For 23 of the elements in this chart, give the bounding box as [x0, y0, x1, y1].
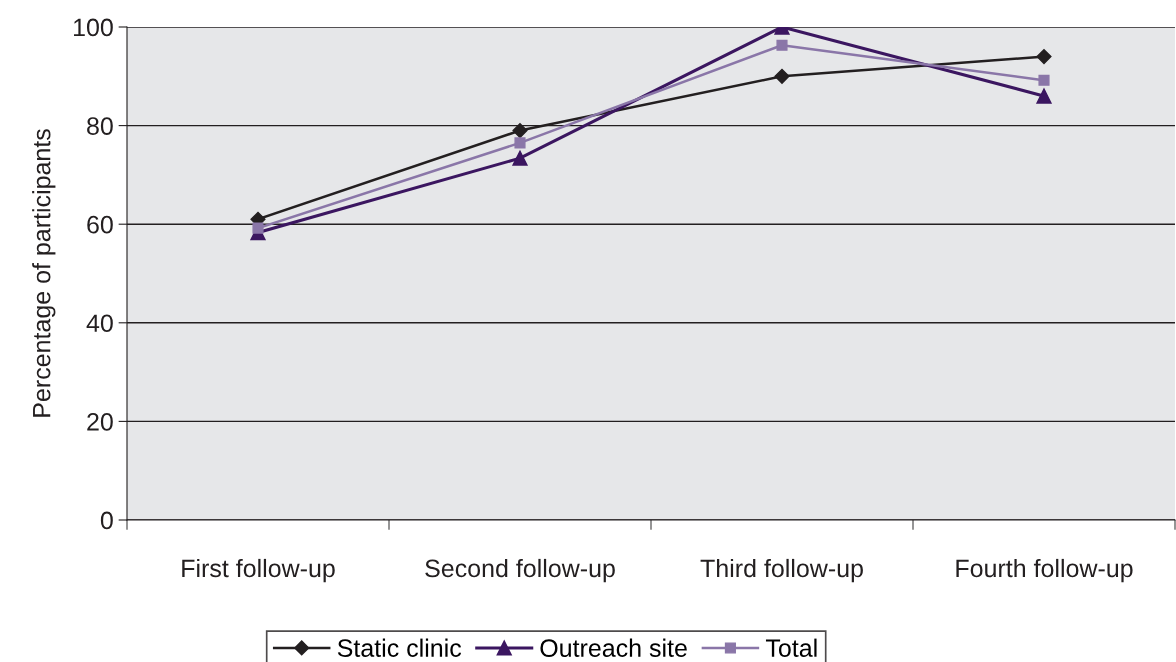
- y-tick-label: 80: [87, 117, 113, 135]
- y-tick-label: 20: [87, 413, 113, 431]
- y-tick-label: 0: [100, 511, 113, 530]
- point: [774, 68, 790, 84]
- point: [776, 39, 788, 51]
- point: [1036, 88, 1052, 104]
- point: [1038, 74, 1050, 86]
- x-tick-label: First follow-up: [182, 558, 335, 583]
- x-tick-label: Fourth follow-up: [956, 558, 1133, 583]
- y-tick-label: 40: [86, 314, 113, 333]
- y-tick-label: 60: [87, 215, 113, 234]
- x-tick-label: Third follow-up: [700, 558, 863, 583]
- legend-label: Static clinic: [337, 638, 462, 657]
- point: [512, 122, 528, 139]
- point: [252, 222, 264, 234]
- point: [514, 137, 526, 149]
- point: [1036, 49, 1052, 65]
- y-tick-label: 100: [74, 18, 113, 37]
- legend-label: Total: [765, 638, 817, 657]
- y-axis-title: Percentage of participants: [32, 129, 56, 417]
- point: [512, 150, 528, 166]
- legend-label: Outreach site: [540, 638, 687, 657]
- x-tick-label: Second follow-up: [425, 558, 615, 583]
